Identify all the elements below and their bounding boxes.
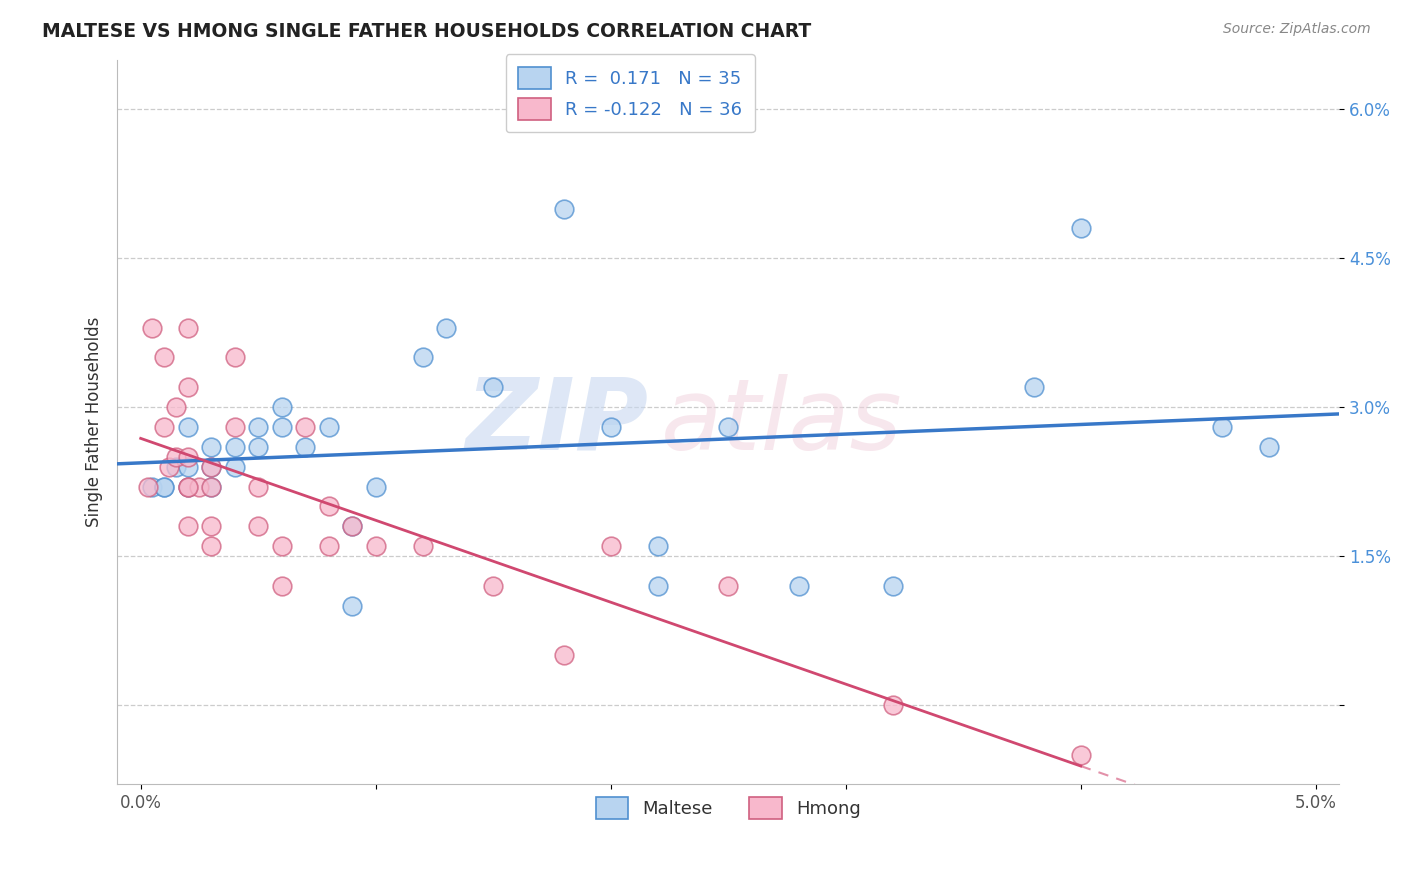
Point — [247, 479, 270, 493]
Point — [882, 579, 904, 593]
Point — [153, 351, 176, 365]
Point — [294, 440, 316, 454]
Point — [224, 459, 246, 474]
Point — [1022, 380, 1045, 394]
Point — [599, 539, 621, 553]
Point — [342, 519, 364, 533]
Point — [136, 479, 159, 493]
Point — [224, 420, 246, 434]
Point — [1070, 747, 1092, 762]
Point — [176, 519, 198, 533]
Point — [434, 320, 457, 334]
Point — [717, 420, 740, 434]
Point — [176, 459, 198, 474]
Point — [176, 380, 198, 394]
Legend: Maltese, Hmong: Maltese, Hmong — [589, 789, 868, 826]
Point — [553, 648, 575, 663]
Point — [270, 400, 292, 414]
Point — [553, 202, 575, 216]
Point — [200, 479, 222, 493]
Point — [1070, 221, 1092, 235]
Point — [176, 320, 198, 334]
Point — [141, 320, 163, 334]
Point — [247, 420, 270, 434]
Point — [153, 420, 176, 434]
Point — [176, 479, 198, 493]
Point — [482, 380, 505, 394]
Text: atlas: atlas — [661, 374, 903, 470]
Point — [188, 479, 211, 493]
Point — [787, 579, 810, 593]
Point — [200, 479, 222, 493]
Y-axis label: Single Father Households: Single Father Households — [86, 317, 103, 527]
Point — [176, 479, 198, 493]
Point — [412, 351, 434, 365]
Point — [176, 420, 198, 434]
Point — [364, 479, 387, 493]
Point — [342, 599, 364, 613]
Point — [270, 420, 292, 434]
Point — [882, 698, 904, 712]
Point — [200, 519, 222, 533]
Point — [176, 479, 198, 493]
Point — [153, 479, 176, 493]
Point — [165, 459, 187, 474]
Point — [364, 539, 387, 553]
Point — [717, 579, 740, 593]
Point — [157, 459, 180, 474]
Point — [153, 479, 176, 493]
Point — [165, 450, 187, 464]
Point — [270, 579, 292, 593]
Point — [1257, 440, 1279, 454]
Point — [200, 459, 222, 474]
Point — [318, 420, 340, 434]
Text: Source: ZipAtlas.com: Source: ZipAtlas.com — [1223, 22, 1371, 37]
Point — [318, 500, 340, 514]
Text: MALTESE VS HMONG SINGLE FATHER HOUSEHOLDS CORRELATION CHART: MALTESE VS HMONG SINGLE FATHER HOUSEHOLD… — [42, 22, 811, 41]
Point — [165, 400, 187, 414]
Point — [200, 459, 222, 474]
Point — [270, 539, 292, 553]
Point — [647, 579, 669, 593]
Point — [224, 440, 246, 454]
Point — [599, 420, 621, 434]
Point — [1211, 420, 1233, 434]
Point — [224, 351, 246, 365]
Point — [247, 440, 270, 454]
Point — [294, 420, 316, 434]
Point — [647, 539, 669, 553]
Point — [141, 479, 163, 493]
Point — [318, 539, 340, 553]
Point — [176, 450, 198, 464]
Point — [342, 519, 364, 533]
Text: ZIP: ZIP — [465, 374, 648, 470]
Point — [247, 519, 270, 533]
Point — [200, 539, 222, 553]
Point — [482, 579, 505, 593]
Point — [412, 539, 434, 553]
Point — [200, 440, 222, 454]
